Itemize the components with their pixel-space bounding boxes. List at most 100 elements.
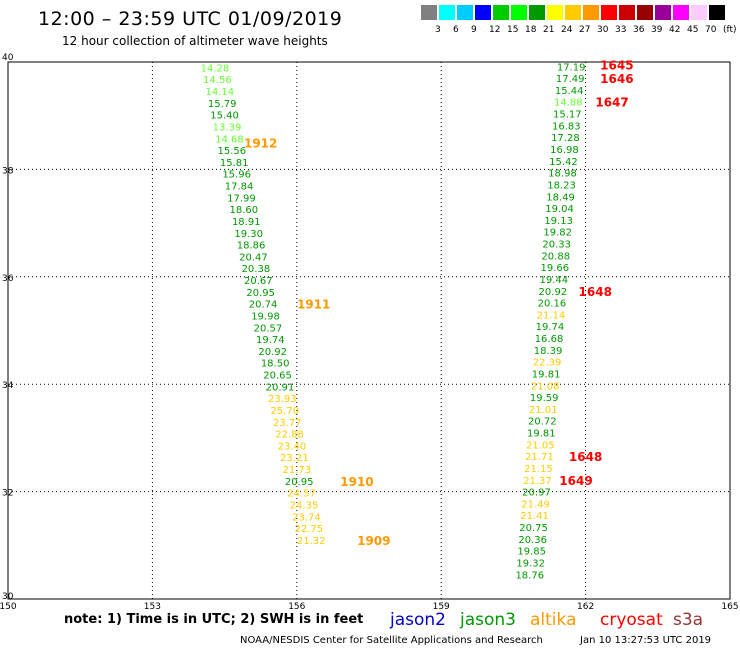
wave-height-value: 17.84: [225, 182, 254, 193]
wave-height-value: 19.44: [540, 275, 569, 286]
wave-height-value: 20.88: [541, 251, 570, 262]
chart-subtitle: 12 hour collection of altimeter wave hei…: [62, 34, 328, 48]
scale-label: 15: [507, 25, 519, 35]
scale-label: 70: [705, 25, 717, 35]
wave-height-value: 22.39: [533, 358, 562, 369]
wave-height-value: 20.47: [239, 252, 268, 263]
pass-time-label: 1911: [297, 298, 330, 312]
wave-height-value: 17.28: [551, 133, 580, 144]
wave-height-value: 15.17: [553, 110, 582, 121]
scale-label: 9: [471, 25, 477, 35]
wave-height-value: 16.83: [552, 121, 581, 132]
pass-time-label: 1649: [559, 474, 592, 488]
wave-height-value: 17.49: [556, 74, 585, 85]
scale-label: 36: [633, 25, 645, 35]
x-tick-label: 153: [144, 602, 161, 610]
wave-height-value: 23.74: [292, 512, 321, 523]
legend-jason3: jason3: [460, 610, 516, 630]
plot-frame: [7, 61, 731, 600]
wave-height-chart: 150 153 156 159 162 165 40 38 36 34 32 30 14.2814.5…: [0, 53, 739, 610]
x-tick-label: 159: [433, 602, 450, 610]
x-tick-label: 165: [721, 602, 738, 610]
y-tick-label: 38: [2, 166, 14, 176]
pass-time-label: 1645: [600, 59, 633, 73]
wave-height-value: 15.42: [549, 157, 578, 168]
scale-label: 45: [687, 25, 699, 35]
wave-height-value: 21.05: [526, 440, 555, 451]
scale-swatch: [511, 5, 527, 20]
scale-label: 33: [615, 25, 627, 35]
scale-swatch: [547, 5, 563, 20]
scale-label: 42: [669, 25, 681, 35]
x-tick-label: 156: [288, 602, 305, 610]
scale-swatch: [421, 5, 437, 20]
wave-height-value: 21.01: [529, 405, 558, 416]
scale-swatch: [673, 5, 689, 20]
wave-height-value: 23.93: [268, 394, 297, 405]
scale-swatch: [529, 5, 545, 20]
wave-height-value: 19.82: [543, 228, 572, 239]
wave-height-value: 15.40: [210, 111, 239, 122]
wave-height-value: 18.39: [534, 346, 563, 357]
wave-height-value: 15.44: [555, 86, 584, 97]
scale-swatch: [493, 5, 509, 20]
timestamp: Jan 10 13:27:53 UTC 2019: [580, 635, 712, 646]
wave-height-value: 18.50: [261, 359, 290, 370]
wave-height-value: 14.56: [203, 75, 232, 86]
wave-height-value: 21.08: [531, 381, 560, 392]
scale-label: 18: [525, 25, 537, 35]
wave-height-value: 24.35: [290, 500, 319, 511]
wave-height-value: 18.91: [232, 217, 261, 228]
wave-height-value: 15.79: [208, 99, 237, 110]
scale-label: 12: [489, 25, 501, 35]
wave-height-value: 19.04: [545, 204, 574, 215]
wave-height-value: 18.23: [547, 180, 576, 191]
wave-height-value: 18.60: [230, 205, 259, 216]
legend-cryosat: cryosat: [600, 610, 663, 630]
wave-height-value: 20.72: [528, 417, 557, 428]
y-tick-label: 40: [2, 53, 14, 63]
x-tick-label: 162: [577, 602, 594, 610]
wave-height-value: 20.65: [263, 371, 292, 382]
scale-swatch: [691, 5, 707, 20]
wave-height-value: 21.71: [525, 452, 554, 463]
wave-height-value: 19.59: [530, 393, 559, 404]
credit-line: NOAA/NESDIS Center for Satellite Applica…: [240, 635, 543, 646]
wave-height-value: 15.56: [217, 146, 246, 157]
y-tick-label: 32: [2, 489, 13, 499]
scale-label: 27: [579, 25, 591, 35]
wave-height-value: 21.49: [521, 499, 550, 510]
wave-height-value: 20.67: [244, 276, 273, 287]
footer-note: note: 1) Time is in UTC; 2) SWH is in fe…: [64, 612, 364, 627]
wave-height-value: 21.14: [537, 310, 566, 321]
pass-time-label: 1648: [569, 450, 602, 464]
wave-height-value: 22.88: [275, 430, 304, 441]
wave-height-value: 18.49: [546, 192, 575, 203]
wave-height-value: 19.81: [527, 429, 556, 440]
wave-height-value: 18.76: [515, 570, 544, 581]
legend-altika: altika: [530, 610, 577, 630]
wave-height-value: 21.73: [282, 465, 311, 476]
pass-time-label: 1646: [600, 72, 633, 86]
wave-height-value: 20.38: [242, 264, 271, 275]
axis-tick-labels: 150 153 156 159 162 165 40 38 36 34 32 30: [0, 53, 739, 610]
wave-height-value: 20.95: [246, 288, 275, 299]
scale-swatch: [583, 5, 599, 20]
wave-height-value: 17.19: [557, 62, 586, 73]
scale-label: 6: [453, 25, 459, 35]
wave-height-value: 19.74: [536, 322, 565, 333]
wave-height-labels: 14.2814.5614.1415.7915.4013.3914.6815.56…: [201, 62, 586, 581]
wave-height-value: 19.32: [516, 558, 545, 569]
scale-label: 39: [651, 25, 663, 35]
wave-height-value: 13.39: [213, 122, 242, 133]
wave-height-value: 14.28: [201, 63, 230, 74]
scale-swatch: [439, 5, 455, 20]
y-tick-label: 36: [2, 274, 14, 284]
pass-time-label: 1910: [340, 475, 373, 489]
scale-swatch: [565, 5, 581, 20]
wave-height-value: 15.81: [220, 158, 249, 169]
wave-height-value: 20.16: [538, 299, 567, 310]
wave-height-value: 19.13: [544, 216, 573, 227]
y-tick-label: 30: [2, 592, 14, 602]
